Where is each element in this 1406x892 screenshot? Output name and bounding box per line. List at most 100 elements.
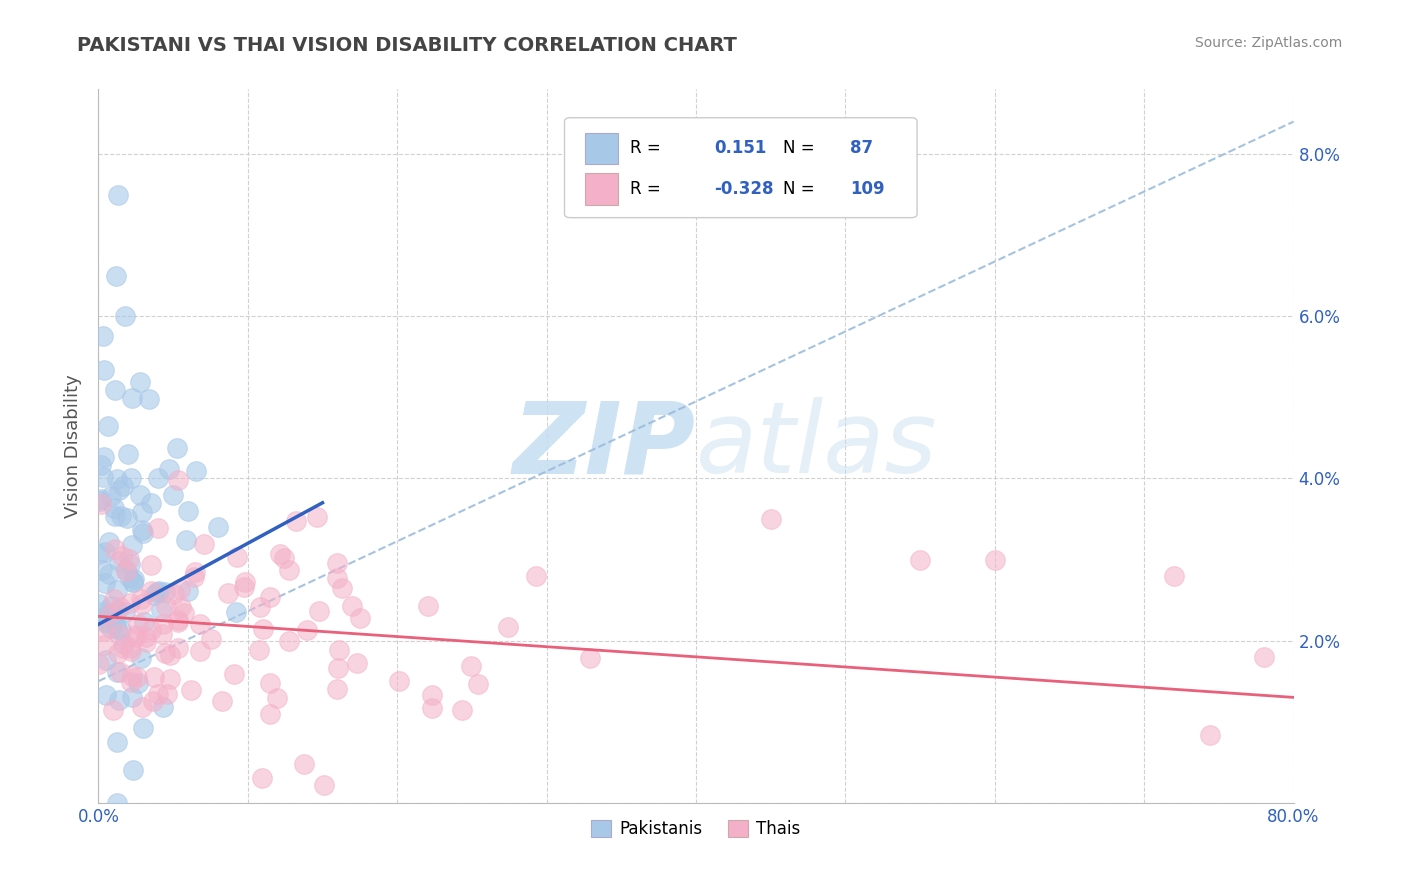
Point xyxy=(460,659,482,673)
Point xyxy=(90,458,112,472)
Point xyxy=(105,622,128,636)
Point xyxy=(259,676,281,690)
Point xyxy=(125,628,148,642)
Point xyxy=(118,596,141,610)
Text: N =: N = xyxy=(783,139,815,157)
Point xyxy=(129,488,152,502)
Point xyxy=(104,384,127,398)
Point xyxy=(121,764,143,778)
Point xyxy=(388,674,411,689)
Point xyxy=(107,483,129,498)
Point xyxy=(139,584,162,599)
Text: PAKISTANI VS THAI VISION DISABILITY CORRELATION CHART: PAKISTANI VS THAI VISION DISABILITY CORR… xyxy=(77,36,737,54)
Point xyxy=(292,756,315,771)
Point xyxy=(207,520,229,534)
Point xyxy=(98,566,121,581)
Point xyxy=(166,473,188,487)
Text: 87: 87 xyxy=(851,139,873,157)
Point xyxy=(233,574,256,589)
Point xyxy=(122,573,145,587)
Point xyxy=(142,588,165,602)
Text: 0.151: 0.151 xyxy=(714,139,766,157)
Point xyxy=(115,510,138,524)
Point xyxy=(115,564,138,578)
Point xyxy=(94,615,117,629)
Point xyxy=(103,501,125,516)
FancyBboxPatch shape xyxy=(585,133,619,164)
Point xyxy=(100,621,122,635)
Point xyxy=(110,508,132,523)
Point xyxy=(167,641,190,656)
Point xyxy=(305,510,328,524)
Point xyxy=(93,450,115,465)
Point xyxy=(105,472,128,486)
Point xyxy=(129,650,152,665)
Point xyxy=(211,694,233,708)
Point xyxy=(131,505,153,519)
Point xyxy=(173,606,195,620)
Point xyxy=(146,585,169,599)
Point xyxy=(118,569,141,583)
Point xyxy=(159,672,181,686)
Point xyxy=(120,471,142,485)
Point xyxy=(259,706,281,721)
Point xyxy=(155,687,177,701)
Point xyxy=(104,617,127,632)
Point xyxy=(278,563,301,577)
Point xyxy=(153,646,176,660)
Point xyxy=(349,611,371,625)
Point xyxy=(97,534,120,549)
Point xyxy=(153,585,176,599)
Point xyxy=(98,607,121,622)
Point xyxy=(93,363,115,377)
Point xyxy=(170,600,193,615)
Point xyxy=(269,547,291,561)
Point xyxy=(180,683,202,698)
Point xyxy=(496,619,519,633)
Point xyxy=(467,677,489,691)
Text: N =: N = xyxy=(783,180,815,198)
Point xyxy=(184,565,207,579)
Point xyxy=(908,552,931,566)
Point xyxy=(177,504,200,518)
Point xyxy=(759,512,782,526)
Point xyxy=(326,556,349,570)
Point xyxy=(416,599,439,613)
Point xyxy=(526,569,548,583)
Point xyxy=(108,554,131,568)
Point xyxy=(127,616,149,631)
Text: atlas: atlas xyxy=(696,398,938,494)
Text: ZIP: ZIP xyxy=(513,398,696,494)
Point xyxy=(121,690,143,704)
Point xyxy=(107,187,129,202)
FancyBboxPatch shape xyxy=(565,118,917,218)
Text: 109: 109 xyxy=(851,180,884,198)
Point xyxy=(87,547,110,561)
Point xyxy=(150,603,173,617)
Point xyxy=(346,656,368,670)
Point xyxy=(122,575,145,590)
Point xyxy=(139,496,162,510)
Point xyxy=(87,657,110,671)
Point xyxy=(97,419,120,434)
Point xyxy=(110,665,132,679)
Point xyxy=(112,637,135,651)
Point xyxy=(259,591,281,605)
Legend: Pakistanis, Thais: Pakistanis, Thais xyxy=(585,813,807,845)
Text: -0.328: -0.328 xyxy=(714,180,773,198)
Point xyxy=(139,624,162,638)
Point xyxy=(138,392,160,407)
Point xyxy=(146,521,169,535)
Point xyxy=(129,375,152,389)
Point xyxy=(110,623,132,637)
Point xyxy=(105,268,128,283)
Point xyxy=(115,563,138,577)
Point xyxy=(108,599,131,614)
Point xyxy=(326,571,349,585)
Point xyxy=(121,391,143,405)
Point xyxy=(166,615,188,629)
Point xyxy=(122,574,145,589)
Point xyxy=(105,665,128,679)
Point xyxy=(166,441,188,455)
Point xyxy=(100,489,122,503)
